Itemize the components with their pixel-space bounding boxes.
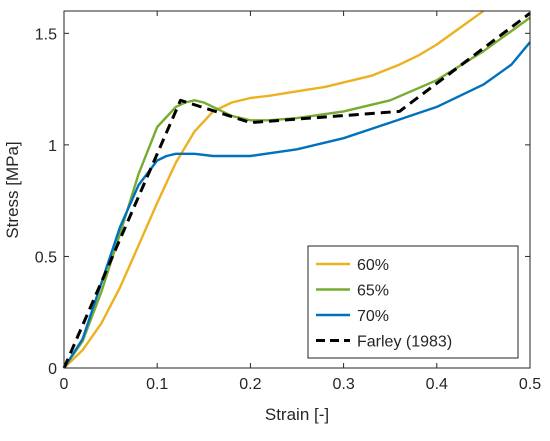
y-tick-label: 0.5	[35, 249, 57, 266]
y-tick-label: 1	[48, 138, 57, 155]
y-axis: 0 0.5 1 1.5	[35, 26, 530, 378]
x-tick-label: 0.3	[332, 376, 354, 393]
x-tick-label: 0.5	[519, 376, 541, 393]
legend-label-farley-1983: Farley (1983)	[357, 334, 452, 351]
x-tick-label: 0	[60, 376, 69, 393]
y-tick-label: 0	[48, 361, 57, 378]
x-tick-label: 0.1	[146, 376, 168, 393]
series-line-60	[63, 10, 485, 369]
x-tick-label: 0.2	[239, 376, 261, 393]
x-tick-label: 0.4	[426, 376, 448, 393]
series-line-65	[63, 16, 531, 369]
x-axis-label: Strain [-]	[265, 405, 329, 424]
x-axis: 0 0.1 0.2 0.3 0.4 0.5	[60, 11, 541, 393]
legend-label-65: 65%	[357, 283, 389, 300]
y-tick-label: 1.5	[35, 26, 57, 43]
y-axis-label: Stress [MPa]	[3, 141, 22, 238]
series-line-70	[62, 41, 531, 369]
plot-frame	[63, 10, 531, 369]
legend: 60% 65% 70% Farley (1983)	[307, 245, 519, 359]
legend-label-60: 60%	[357, 257, 389, 274]
series-line-farley-1983	[62, 12, 531, 369]
legend-label-70: 70%	[357, 308, 389, 325]
series-layer	[62, 10, 531, 369]
